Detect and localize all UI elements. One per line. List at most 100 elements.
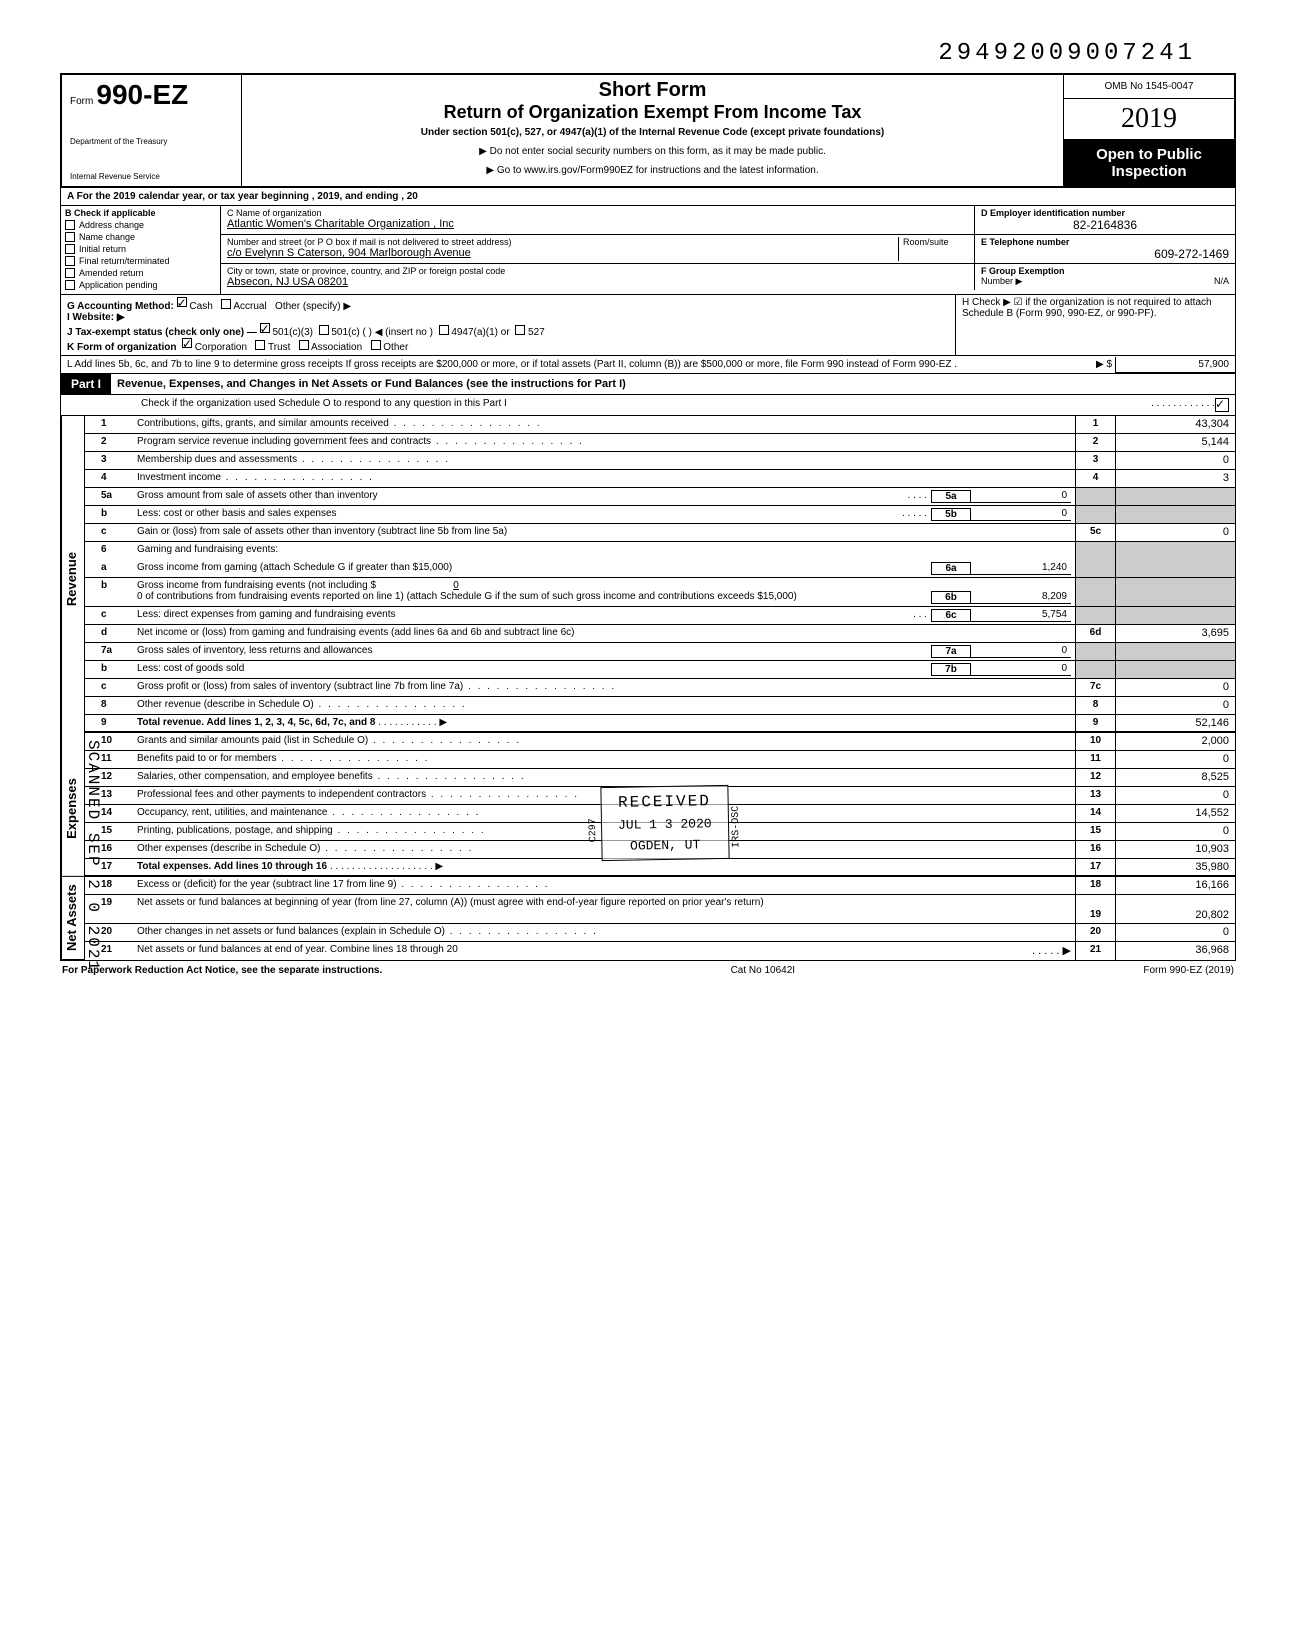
irs: Internal Revenue Service (70, 172, 233, 181)
stamp-location: OGDEN, UT (618, 837, 712, 854)
section-d-label: D Employer identification number (981, 208, 1229, 218)
line-6c-text: Less: direct expenses from gaming and fu… (137, 609, 913, 622)
cb-corporation[interactable] (182, 338, 192, 348)
line-16-val: 10,903 (1115, 841, 1235, 858)
line-21-val: 36,968 (1115, 942, 1235, 960)
line-20-text: Other changes in net assets or fund bala… (133, 924, 1075, 941)
street-label: Number and street (or P O box if mail is… (227, 237, 898, 247)
box-6a: 6a (931, 562, 971, 575)
open-public-2: Inspection (1070, 163, 1228, 180)
lbl-initial-return: Initial return (79, 244, 126, 254)
cb-4947[interactable] (439, 325, 449, 335)
lbl-other-method: Other (specify) ▶ (275, 301, 351, 312)
line-4-val: 3 (1115, 470, 1235, 487)
section-f-label: F Group Exemption (981, 266, 1065, 276)
part-1-check-text: Check if the organization used Schedule … (141, 398, 1151, 412)
cb-name-change[interactable] (65, 232, 75, 242)
line-6d-text: Net income or (loss) from gaming and fun… (133, 625, 1075, 642)
line-9-text: Total revenue. Add lines 1, 2, 3, 4, 5c,… (137, 717, 375, 728)
cb-final-return[interactable] (65, 256, 75, 266)
stamp-side: IRS-OSC (730, 806, 742, 848)
line-6d-val: 3,695 (1115, 625, 1235, 642)
line-18-text: Excess or (deficit) for the year (subtra… (133, 877, 1075, 894)
line-1-val: 43,304 (1115, 416, 1235, 433)
group-exemption-value: N/A (1214, 276, 1229, 286)
line-6b-text2: 0 of contributions from fundraising even… (137, 591, 797, 604)
cb-application-pending[interactable] (65, 280, 75, 290)
line-17-text: Total expenses. Add lines 10 through 16 (137, 861, 327, 872)
cb-other-form[interactable] (371, 340, 381, 350)
line-9-val: 52,146 (1115, 715, 1235, 731)
side-expenses: Expenses (61, 741, 85, 877)
footer-left: For Paperwork Reduction Act Notice, see … (62, 965, 382, 976)
form-prefix: Form (70, 96, 93, 107)
cb-accrual[interactable] (221, 299, 231, 309)
under-section: Under section 501(c), 527, or 4947(a)(1)… (246, 127, 1059, 138)
section-h-text: H Check ▶ ☑ if the organization is not r… (955, 295, 1235, 355)
line-5a-text: Gross amount from sale of assets other t… (137, 490, 908, 503)
lbl-amended-return: Amended return (79, 268, 144, 278)
line-12-text: Salaries, other compensation, and employ… (133, 769, 1075, 786)
line-5c-val: 0 (1115, 524, 1235, 541)
cb-501c3[interactable] (260, 323, 270, 333)
section-k-label: K Form of organization (67, 342, 176, 353)
line-20-val: 0 (1115, 924, 1235, 941)
line-1-text: Contributions, gifts, grants, and simila… (133, 416, 1075, 433)
cb-address-change[interactable] (65, 220, 75, 230)
lbl-accrual: Accrual (233, 301, 266, 312)
line-11-text: Benefits paid to or for members (133, 751, 1075, 768)
lbl-address-change: Address change (79, 220, 144, 230)
cb-trust[interactable] (255, 340, 265, 350)
section-b-label: B Check if applicable (65, 208, 216, 218)
line-5a-val: 0 (971, 490, 1071, 503)
cb-cash[interactable] (177, 297, 187, 307)
line-8-val: 0 (1115, 697, 1235, 714)
stamp-received-text: RECEIVED (617, 792, 711, 812)
cb-schedule-o[interactable] (1215, 398, 1229, 412)
box-6b: 6b (931, 591, 971, 604)
org-name: Atlantic Women's Charitable Organization… (227, 218, 968, 230)
cb-527[interactable] (515, 325, 525, 335)
city-value: Absecon, NJ USA 08201 (227, 276, 968, 288)
line-6b-contrib: 0 (379, 580, 459, 591)
line-7b-text: Less: cost of goods sold (137, 663, 927, 676)
lbl-501c3: 501(c)(3) (272, 327, 313, 338)
side-netassets: Net Assets (61, 877, 85, 960)
side-revenue: Revenue (61, 416, 85, 741)
lbl-corporation: Corporation (195, 342, 247, 353)
line-8-text: Other revenue (describe in Schedule O) (133, 697, 1075, 714)
cb-amended-return[interactable] (65, 268, 75, 278)
line-7c-val: 0 (1115, 679, 1235, 696)
footer-center: Cat No 10642I (731, 965, 796, 976)
return-title: Return of Organization Exempt From Incom… (246, 102, 1059, 123)
lbl-application-pending: Application pending (79, 280, 158, 290)
street-value: c/o Evelynn S Caterson, 904 Marlborough … (227, 247, 898, 259)
section-l-text: L Add lines 5b, 6c, and 7b to line 9 to … (61, 356, 1075, 373)
line-15-val: 0 (1115, 823, 1235, 840)
section-a: A For the 2019 calendar year, or tax yea… (60, 188, 1236, 206)
section-e-label: E Telephone number (981, 237, 1229, 247)
line-18-val: 16,166 (1115, 877, 1235, 894)
lbl-trust: Trust (268, 342, 290, 353)
section-f-label2: Number ▶ (981, 276, 1022, 286)
box-7b: 7b (931, 663, 971, 676)
section-g-label: G Accounting Method: (67, 301, 174, 312)
lbl-other-form: Other (383, 342, 408, 353)
line-2-val: 5,144 (1115, 434, 1235, 451)
line-14-val: 14,552 (1115, 805, 1235, 822)
cb-501c[interactable] (319, 325, 329, 335)
line-21-text: Net assets or fund balances at end of ye… (133, 942, 1028, 960)
box-7a: 7a (931, 645, 971, 658)
cb-association[interactable] (299, 340, 309, 350)
ssn-note: ▶ Do not enter social security numbers o… (246, 146, 1059, 157)
section-i-label: I Website: ▶ (67, 312, 125, 323)
line-3-val: 0 (1115, 452, 1235, 469)
cb-initial-return[interactable] (65, 244, 75, 254)
info-block: B Check if applicable Address change Nam… (60, 206, 1236, 295)
room-suite-label: Room/suite (898, 237, 968, 261)
section-l-arrow: ▶ $ (1075, 356, 1115, 373)
part-1-label: Part I (61, 374, 111, 394)
line-6c-val: 5,754 (971, 609, 1071, 622)
lbl-527: 527 (528, 327, 545, 338)
part-1-title: Revenue, Expenses, and Changes in Net As… (111, 375, 1235, 393)
